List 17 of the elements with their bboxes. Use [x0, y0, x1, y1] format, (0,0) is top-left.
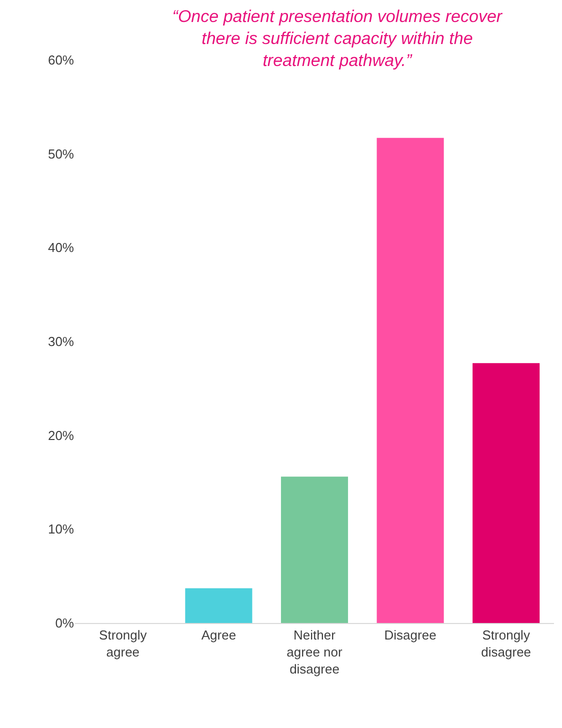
x-tick-label: Strongly disagree [481, 628, 532, 660]
x-tick-label: Strongly agree [99, 628, 148, 660]
y-tick-label: 10% [48, 522, 74, 537]
y-tick-label: 40% [48, 240, 74, 256]
bar [376, 138, 444, 623]
bar [280, 476, 348, 623]
y-tick-label: 30% [48, 334, 74, 350]
y-tick-label: 20% [48, 428, 74, 443]
chart-title: “Once patient presentation volumes recover there is sufficient capacity within the treatment pathway.” [172, 6, 504, 70]
y-tick-label: 50% [48, 146, 74, 162]
y-tick-label: 0% [55, 616, 74, 631]
bar [185, 588, 252, 623]
bar [472, 363, 540, 623]
x-tick-label: Disagree [384, 628, 436, 643]
x-tick-label: Agree [201, 628, 236, 643]
y-tick-label: 60% [48, 52, 74, 68]
x-tick-label: Neither agree nor disagree [286, 628, 343, 676]
